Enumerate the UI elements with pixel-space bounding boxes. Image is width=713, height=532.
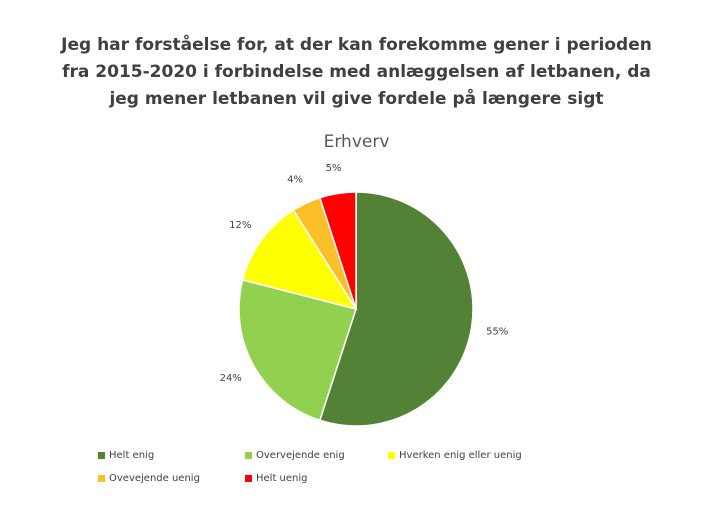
chart-subtitle: Erhverv	[323, 132, 390, 152]
chart-title: Jeg har forståelse for, at der kan forek…	[61, 35, 652, 109]
data-label: 12%	[229, 220, 251, 231]
pie-slice-overvejende-enig	[238, 278, 357, 422]
data-label: 24%	[220, 373, 242, 384]
pie-slice-helt-enig	[318, 191, 474, 427]
pie-slice-hverken-enig-eller-uenig	[241, 209, 358, 311]
data-label: 5%	[326, 163, 342, 174]
pie-slice-helt-uenig	[318, 191, 357, 310]
data-label: 55%	[486, 326, 508, 337]
data-label: 4%	[287, 175, 303, 186]
